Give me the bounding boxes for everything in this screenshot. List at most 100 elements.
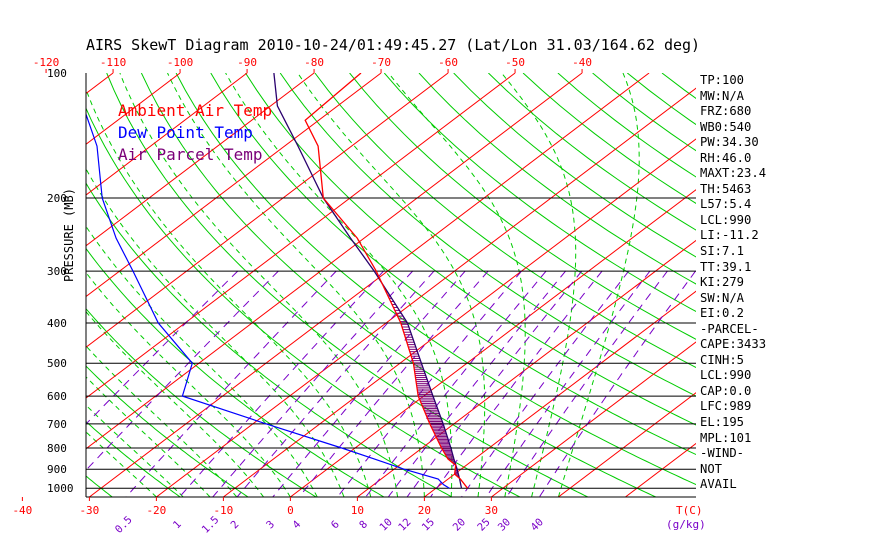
moist-adiabat xyxy=(557,73,640,497)
moist-adiabat xyxy=(119,73,399,497)
stat-item: L57:5.4 xyxy=(700,197,752,212)
stat-item: LI:-11.2 xyxy=(700,228,759,243)
isotherm xyxy=(86,73,181,145)
mixing-ratio-line xyxy=(461,270,630,497)
pressure-tick-label: 800 xyxy=(47,442,67,455)
stat-item: MPL:101 xyxy=(700,430,752,445)
moist-adiabat xyxy=(501,73,577,497)
stat-item: TH:5463 xyxy=(700,181,752,196)
mixing-ratio-line xyxy=(538,270,696,497)
stat-item: TP:100 xyxy=(700,73,745,87)
stat-item: SI:7.1 xyxy=(700,244,745,259)
x-axis-label: T(C) xyxy=(676,504,703,517)
isotherm xyxy=(86,73,449,348)
moist-adiabat xyxy=(225,73,453,497)
stats-panel: TP:100 MW:N/A FRZ:680 WB0:540 PW:34.30 RH:46.… xyxy=(700,73,766,493)
isotherm xyxy=(156,87,696,497)
pressure-tick-label: 400 xyxy=(47,317,67,330)
dry-adiabat xyxy=(418,73,696,285)
dry-adiabat xyxy=(279,73,696,397)
bottom-temp-tick-label: 30 xyxy=(485,504,498,517)
dry-adiabat xyxy=(140,73,657,497)
mixing-ratio-line xyxy=(506,270,668,497)
top-temp-tick-label: -50 xyxy=(505,56,525,69)
stat-item: RH:46.0 xyxy=(700,150,752,165)
moist-adiabat xyxy=(86,168,345,497)
mixing-ratio-line xyxy=(179,270,384,497)
y-axis-label: PRESSURE (MB) xyxy=(62,188,76,282)
mixing-ratio-label: 1 xyxy=(171,518,184,531)
dry-adiabat xyxy=(383,73,696,313)
dry-adiabat xyxy=(453,73,696,258)
mixing-ratio-line xyxy=(212,270,413,497)
mixing-ratio-label: 4 xyxy=(290,518,303,531)
stat-item: -WIND- xyxy=(700,446,745,461)
mixing-ratio-label: 6 xyxy=(329,518,342,531)
mixing-ratio-label: 25 xyxy=(475,516,492,533)
moist-adiabat xyxy=(297,73,486,497)
moist-adiabat xyxy=(86,345,238,497)
legend-dew-point-temp: Dew Point Temp xyxy=(118,123,253,142)
moist-adiabat xyxy=(86,88,372,497)
mixing-ratio-label: 40 xyxy=(529,516,546,533)
bottom-temp-tick-label: 0 xyxy=(287,504,294,517)
moist-adiabat xyxy=(86,271,291,497)
stat-item: LCL:990 xyxy=(700,212,752,227)
bottom-temp-tick-label: -10 xyxy=(213,504,233,517)
pressure-tick-label: 600 xyxy=(47,390,67,403)
bottom-temp-tick-label: 10 xyxy=(351,504,364,517)
bottom-temp-tick-label: -40 xyxy=(12,504,32,517)
pressure-tick-label: 100 xyxy=(47,67,67,80)
isotherm xyxy=(223,138,696,497)
pressure-tick-label: 200 xyxy=(47,192,67,205)
pressure-tick-label: 300 xyxy=(47,265,67,278)
mixing-ratio-label: 15 xyxy=(420,516,437,533)
mixing-ratio-line xyxy=(236,270,435,497)
stat-item: MAXT:23.4 xyxy=(700,166,767,181)
mixing-ratio-label: 12 xyxy=(396,516,413,533)
stat-item: EL:195 xyxy=(700,415,745,430)
dry-adiabat xyxy=(766,73,870,497)
mixing-ratio-line xyxy=(485,270,651,497)
moist-adiabat xyxy=(388,73,526,497)
stat-item: -PARCEL- xyxy=(700,321,759,336)
chart-title: AIRS SkewT Diagram 2010-10-24/01:49:45.2… xyxy=(86,36,701,54)
isotherm xyxy=(86,73,516,399)
stat-item: NOT xyxy=(700,461,723,476)
mixing-ratio-line xyxy=(272,270,466,497)
legend-air-parcel-temp: Air Parcel Temp xyxy=(118,145,263,164)
pressure-tick-label: 1000 xyxy=(47,482,74,495)
mixing-ratio-label: 1.5 xyxy=(200,514,222,536)
mixing-ratio-label: 20 xyxy=(451,516,468,533)
mixing-ratio-label: 2 xyxy=(228,518,241,531)
top-temp-tick-label: -70 xyxy=(371,56,391,69)
dewpoint-profile xyxy=(86,112,450,489)
mixing-ratio-label: 8 xyxy=(357,518,370,531)
isotherm xyxy=(357,239,696,497)
stat-item: WB0:540 xyxy=(700,119,752,134)
mixing-ratio-line xyxy=(86,270,279,471)
pressure-tick-label: 900 xyxy=(47,463,67,476)
pressure-tick-label: 700 xyxy=(47,418,67,431)
moist-adiabat xyxy=(167,73,425,497)
mixing-ratio-unit-label: (g/kg) xyxy=(666,518,706,531)
plot-area xyxy=(86,73,870,497)
stat-item: EI:0.2 xyxy=(700,306,745,321)
stat-item: PW:34.30 xyxy=(700,135,759,150)
isotherm xyxy=(491,341,696,497)
top-temp-tick-label: -60 xyxy=(438,56,458,69)
dry-adiabat xyxy=(314,73,696,369)
dry-adiabat xyxy=(175,73,696,486)
mixing-ratio-label: 3 xyxy=(264,518,277,531)
legend-ambient-air-temp: Ambient Air Temp xyxy=(118,101,273,120)
mixing-ratio-line xyxy=(430,270,603,497)
mixing-ratio-line xyxy=(406,270,583,497)
bottom-temp-tick-label: -30 xyxy=(79,504,99,517)
top-temp-tick-label: -100 xyxy=(167,56,194,69)
bottom-temp-tick-label: 20 xyxy=(418,504,431,517)
dry-adiabat xyxy=(86,107,521,497)
mixing-ratio-line xyxy=(337,270,522,497)
bottom-temp-tick-label: -20 xyxy=(146,504,166,517)
isotherm xyxy=(86,73,382,298)
